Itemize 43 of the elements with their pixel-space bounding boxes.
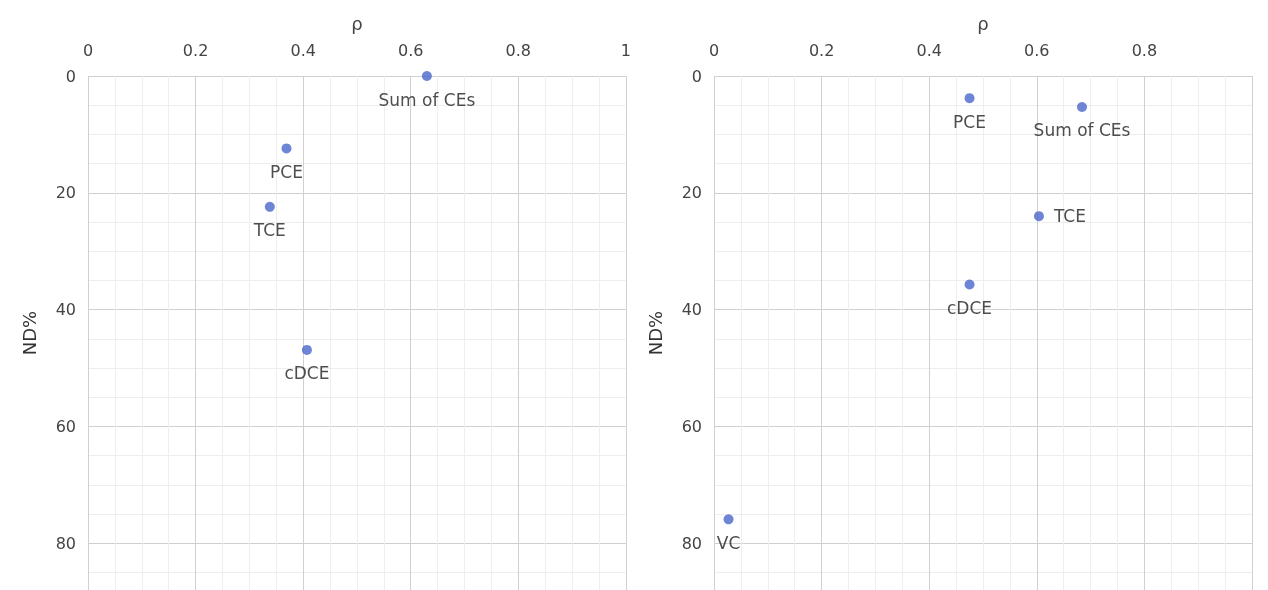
series-label: PCE (953, 111, 986, 132)
y-axis-title: ND% (18, 310, 40, 356)
x-tick-label: 0.8 (1131, 40, 1158, 60)
y-tick-label: 60 (681, 416, 702, 436)
x-tick-label: 0.4 (916, 40, 942, 60)
series-label: cDCE (284, 363, 330, 384)
y-tick-label: 20 (55, 183, 76, 203)
point (301, 344, 312, 355)
series-label: TCE (1052, 206, 1086, 227)
series-label: VC (716, 532, 741, 553)
point (1077, 101, 1087, 112)
y-tick-label: 0 (691, 66, 702, 86)
x-tick-label: 0.6 (398, 40, 424, 60)
x-tick-label: 1 (620, 40, 631, 60)
x-tick-label: 0.8 (505, 40, 532, 60)
point (964, 93, 975, 104)
x-axis-title: ρ (977, 12, 989, 34)
point (964, 279, 975, 290)
y-tick-label: 80 (55, 533, 76, 553)
x-tick-label: 0 (708, 40, 720, 60)
point (264, 201, 275, 212)
y-tick-label: 80 (681, 533, 702, 553)
point (723, 514, 734, 525)
y-tick-label: 20 (681, 183, 702, 203)
x-tick-label: 0.2 (808, 40, 835, 60)
y-tick-label: 40 (681, 300, 702, 320)
series-label: Sum of CEs (378, 89, 476, 110)
y-tick-label: 0 (65, 66, 76, 86)
x-tick-label: 0.6 (1024, 40, 1050, 60)
series-label: Sum of CEs (1033, 120, 1131, 141)
y-axis-title: ND% (644, 310, 666, 356)
series-label: cDCE (947, 298, 993, 319)
x-tick-label: 0.2 (182, 40, 209, 60)
x-tick-label: 0.4 (290, 40, 316, 60)
x-axis-title: ρ (351, 12, 363, 34)
series-label: TCE (252, 220, 286, 241)
series-label: PCE (270, 161, 303, 182)
point (421, 71, 432, 81)
y-tick-label: 40 (55, 300, 76, 320)
x-tick-label: 0 (82, 40, 94, 60)
y-tick-label: 60 (55, 416, 76, 436)
point (1033, 211, 1044, 222)
point (281, 143, 292, 154)
